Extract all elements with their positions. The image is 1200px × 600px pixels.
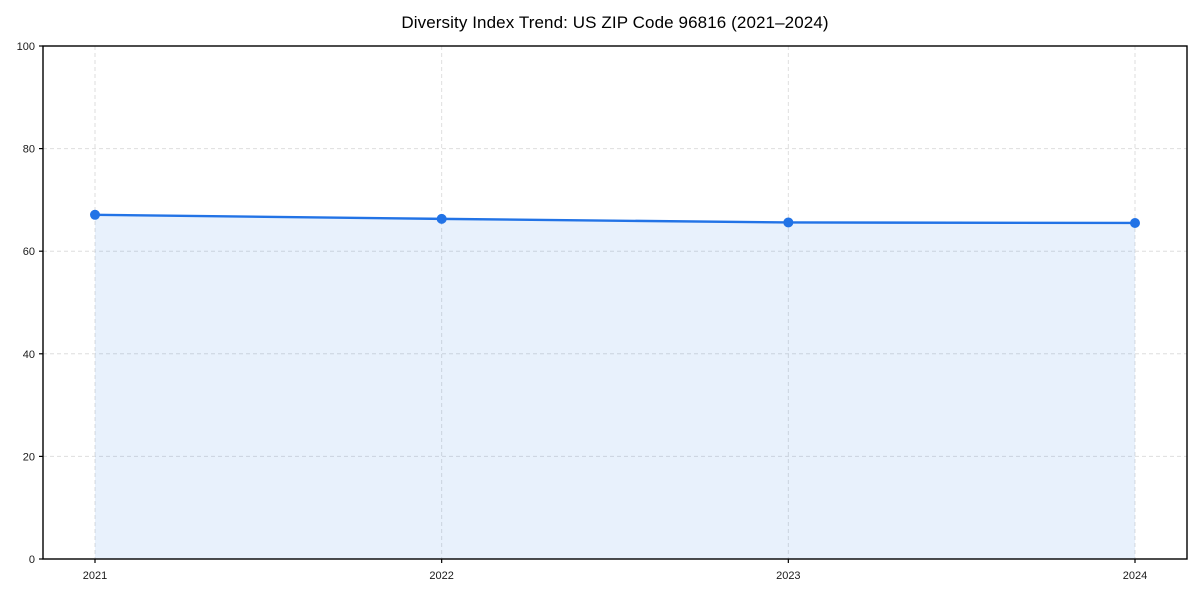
y-tick-label: 20 [23,451,35,463]
y-tick-label: 80 [23,144,35,156]
trend-line [93,213,1137,225]
x-tick-label: 2024 [1123,570,1147,582]
data-point-marker [783,217,794,228]
y-tick-label: 40 [23,349,35,361]
x-tick-label: 2022 [429,570,453,582]
y-tick-label: 100 [17,41,35,53]
chart-title: Diversity Index Trend: US ZIP Code 96816… [401,13,829,32]
data-point-marker [1130,217,1140,228]
y-tick-label: 60 [23,246,35,258]
y-tick-label: 0 [29,554,35,566]
data-point-marker [436,213,447,224]
x-tick-label: 2023 [776,570,800,582]
data-point-marker [90,209,100,220]
area-fill [95,214,1135,560]
x-tick-label: 2021 [83,570,107,582]
plot-border [42,45,1188,560]
